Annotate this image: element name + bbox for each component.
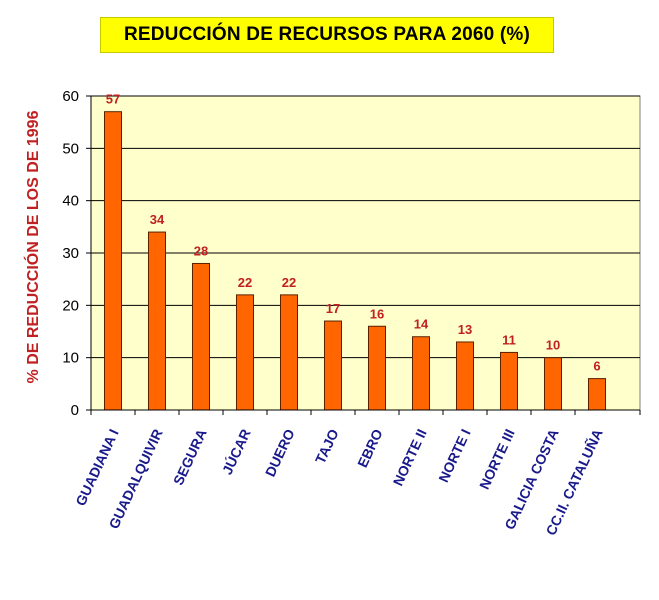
data-label: 28 [194, 243, 208, 258]
chart-title: REDUCCIÓN DE RECURSOS PARA 2060 (%) [100, 17, 554, 53]
data-label: 11 [502, 332, 516, 347]
bar [324, 320, 342, 411]
y-tick-label: 0 [71, 402, 79, 419]
data-label: 34 [150, 212, 165, 227]
bar [192, 262, 210, 411]
bar [368, 325, 386, 411]
category-label: DUERO [262, 426, 298, 479]
y-tick-label: 10 [62, 350, 79, 367]
bar [148, 231, 166, 411]
category-label: GUADIANA I [72, 427, 121, 509]
y-tick-label: 30 [62, 245, 79, 262]
category-label: NORTE II [390, 427, 430, 489]
category-label: JÚCAR [218, 426, 254, 477]
bar [280, 294, 298, 411]
bar [456, 341, 474, 411]
y-tick-label: 50 [62, 140, 79, 157]
bar [236, 294, 254, 411]
data-label: 57 [106, 92, 120, 107]
bar [588, 378, 606, 411]
y-tick-label: 40 [62, 193, 79, 210]
bar [412, 336, 430, 411]
category-label: SEGURA [170, 427, 210, 488]
bar [544, 357, 562, 411]
bar [500, 351, 518, 411]
category-label: NORTE III [476, 427, 518, 492]
data-label: 14 [414, 317, 429, 332]
category-label: NORTE I [435, 427, 473, 485]
data-label: 16 [370, 306, 384, 321]
data-label: 13 [458, 322, 472, 337]
y-axis-label: % DE REDUCCIÓN DE LOS DE 1996 [23, 110, 42, 383]
bar [104, 111, 122, 411]
category-label: EBRO [354, 426, 386, 470]
bars [104, 111, 606, 411]
y-axis: 0 10 20 30 40 50 60 [62, 88, 92, 419]
data-label: 22 [282, 275, 296, 290]
data-label: 17 [326, 301, 340, 316]
data-label: 22 [238, 275, 252, 290]
y-tick-label: 60 [62, 88, 79, 105]
category-label: TAJO [312, 426, 342, 466]
data-label: 10 [546, 338, 560, 353]
data-labels: 57 34 28 22 22 17 16 14 13 11 10 6 [106, 92, 601, 374]
y-tick-label: 20 [62, 297, 79, 314]
data-label: 6 [593, 359, 600, 374]
